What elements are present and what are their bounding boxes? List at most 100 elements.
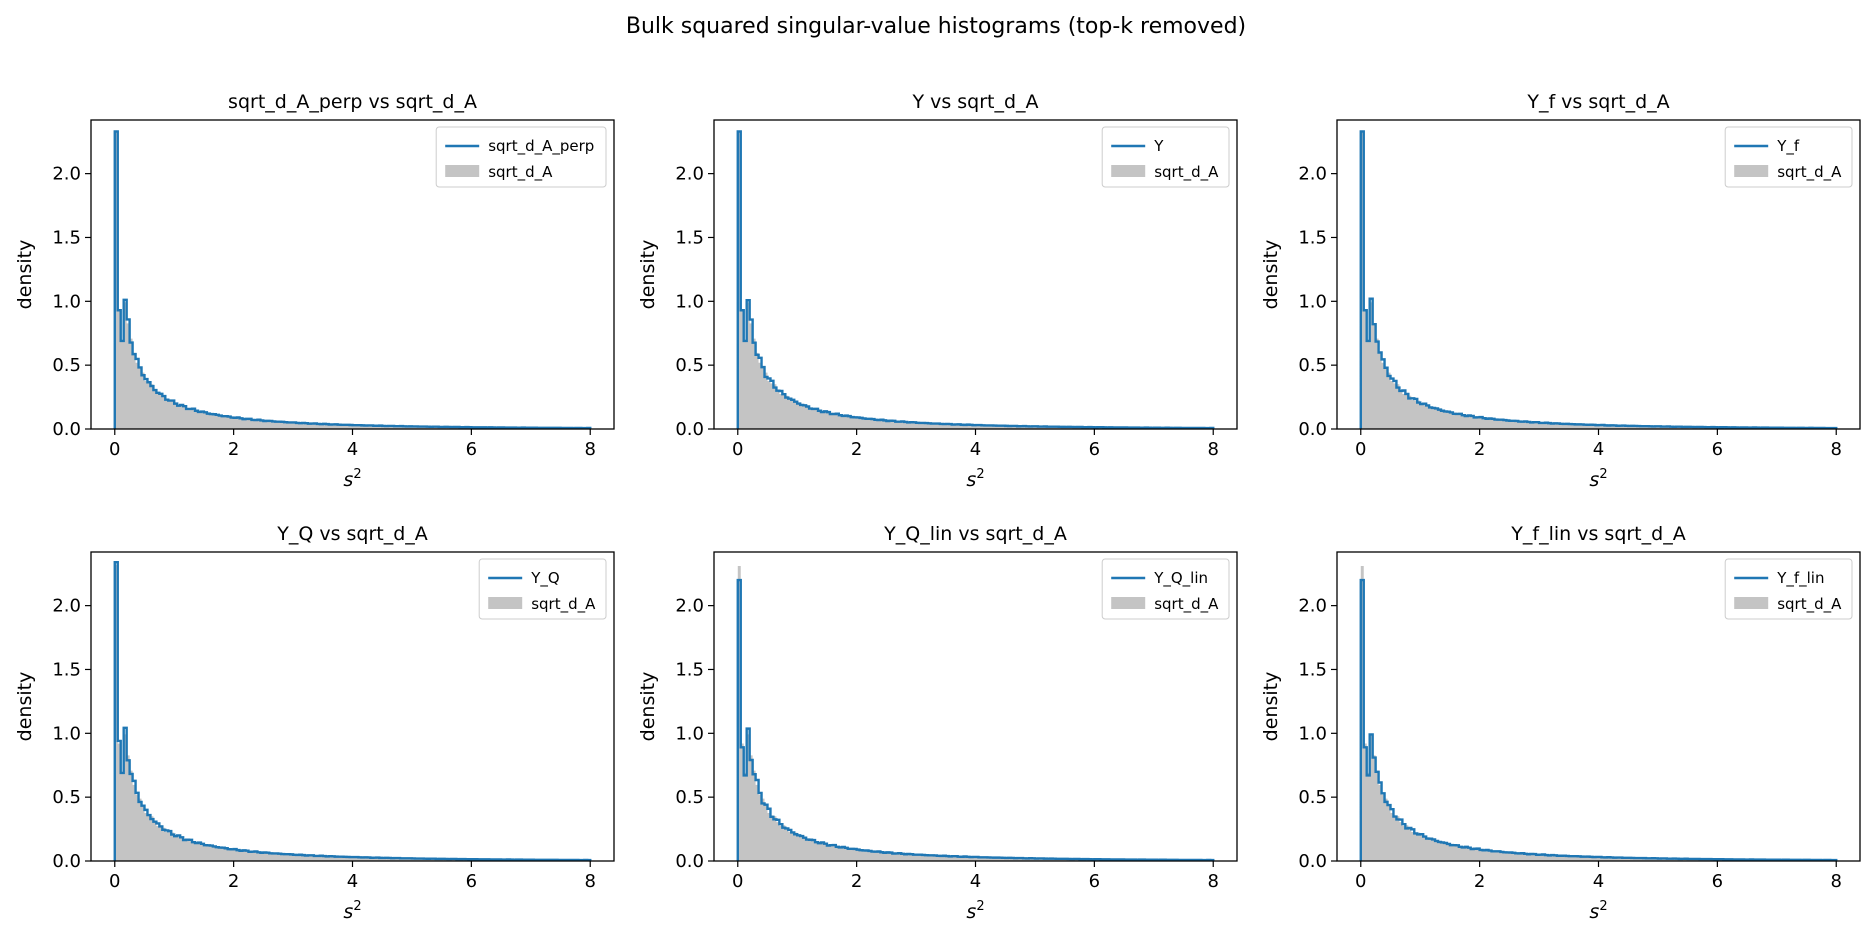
x-axis-label: s2 — [1589, 467, 1607, 491]
y-axis-label: density — [1260, 240, 1282, 310]
panel-title: Y_Q_lin vs sqrt_d_A — [883, 523, 1067, 545]
x-tick-label: 4 — [970, 439, 981, 460]
legend-label: Y — [1153, 137, 1164, 155]
y-tick-label: 0.5 — [1298, 787, 1327, 808]
y-axis-label: density — [637, 672, 659, 742]
y-tick-label: 0.0 — [675, 419, 704, 440]
legend-fill-swatch — [1111, 165, 1146, 177]
y-tick-label: 2.0 — [52, 164, 81, 185]
x-tick-label: 6 — [1712, 871, 1723, 892]
x-tick-label: 0 — [1355, 871, 1366, 892]
x-tick-label: 4 — [1593, 439, 1604, 460]
x-axis-label: s2 — [343, 899, 361, 923]
x-tick-label: 6 — [1089, 871, 1100, 892]
series-sqrt_d_A-hist — [114, 564, 591, 861]
x-tick-label: 6 — [466, 439, 477, 460]
y-tick-label: 0.5 — [1298, 355, 1327, 376]
y-tick-label: 1.5 — [1298, 659, 1327, 680]
panel-title: Y vs sqrt_d_A — [911, 91, 1038, 113]
y-tick-label: 1.0 — [1298, 723, 1327, 744]
panel-3: Y_f vs sqrt_d_A 0 2 4 6 8 0.0 0.5 1.0 1.5 2.0 s2 den… — [1260, 91, 1861, 491]
y-tick-label: 0.0 — [52, 419, 81, 440]
legend-fill-swatch — [488, 597, 523, 609]
legend-label: sqrt_d_A — [1777, 595, 1842, 614]
panel-5: Y_Q_lin vs sqrt_d_A 0 2 4 6 8 0.0 0.5 1.0 1.5 2.0 s… — [637, 523, 1238, 923]
x-tick-label: 0 — [732, 871, 743, 892]
x-tick-label: 8 — [1831, 439, 1842, 460]
y-tick-label: 0.0 — [1298, 851, 1327, 872]
y-tick-label: 1.5 — [1298, 227, 1327, 248]
panel-2: Y vs sqrt_d_A 0 2 4 6 8 0.0 0.5 1.0 1.5 2.0 s2 densi… — [637, 91, 1238, 491]
series-sqrt_d_A-hist — [737, 566, 1214, 861]
y-tick-label: 2.0 — [675, 164, 704, 185]
legend-label: sqrt_d_A — [488, 163, 553, 182]
x-tick-label: 2 — [1474, 439, 1485, 460]
legend-label: sqrt_d_A — [1154, 595, 1219, 614]
legend-label: Y_Q_lin — [1153, 569, 1208, 588]
panel-4: Y_Q vs sqrt_d_A 0 2 4 6 8 0.0 0.5 1.0 1.5 2.0 s2 den… — [14, 523, 615, 923]
y-axis-label: density — [14, 672, 36, 742]
x-tick-label: 8 — [1208, 871, 1219, 892]
legend: Y_Q sqrt_d_A — [478, 558, 607, 620]
figure-title: Bulk squared singular-value histograms (… — [626, 14, 1246, 39]
legend-label: Y_Q — [530, 569, 559, 588]
panel-1: sqrt_d_A_perp vs sqrt_d_A 0 2 4 6 8 0.0 0.5 1.0 1… — [14, 91, 615, 491]
x-tick-label: 8 — [1208, 439, 1219, 460]
x-tick-label: 4 — [970, 871, 981, 892]
y-tick-label: 0.5 — [675, 787, 704, 808]
series-Y_Q_lin-step — [736, 578, 1215, 862]
y-tick-label: 1.5 — [675, 659, 704, 680]
x-tick-label: 6 — [1712, 439, 1723, 460]
legend-label: Y_f_lin — [1776, 569, 1824, 588]
x-axis-label: s2 — [343, 467, 361, 491]
y-axis-label: density — [1260, 672, 1282, 742]
x-axis-label: s2 — [1589, 899, 1607, 923]
legend-label: sqrt_d_A — [531, 595, 596, 614]
legend: sqrt_d_A_perp sqrt_d_A — [435, 126, 607, 188]
y-tick-label: 1.0 — [52, 291, 81, 312]
legend-label: Y_f — [1776, 137, 1800, 156]
y-tick-label: 0.5 — [52, 355, 81, 376]
x-tick-label: 2 — [228, 439, 239, 460]
y-tick-label: 1.5 — [52, 227, 81, 248]
legend-fill-swatch — [1734, 597, 1769, 609]
y-tick-label: 1.0 — [675, 291, 704, 312]
x-tick-label: 2 — [851, 439, 862, 460]
y-tick-label: 1.0 — [675, 723, 704, 744]
legend: Y_f sqrt_d_A — [1724, 126, 1853, 188]
x-tick-label: 4 — [1593, 871, 1604, 892]
x-tick-label: 8 — [1831, 871, 1842, 892]
series-sqrt_d_A-hist — [114, 132, 591, 429]
panel-title: Y_f vs sqrt_d_A — [1526, 91, 1669, 113]
x-tick-label: 0 — [732, 439, 743, 460]
panel-6: Y_f_lin vs sqrt_d_A 0 2 4 6 8 0.0 0.5 1.0 1.5 2.0 s… — [1260, 523, 1861, 923]
series-Y-step — [736, 130, 1215, 430]
y-tick-label: 2.0 — [52, 596, 81, 617]
series-Y_Q-step — [113, 561, 592, 862]
x-tick-label: 6 — [1089, 439, 1100, 460]
x-tick-label: 0 — [109, 439, 120, 460]
x-tick-label: 4 — [347, 871, 358, 892]
panel-title: sqrt_d_A_perp vs sqrt_d_A — [228, 91, 477, 113]
x-axis-label: s2 — [966, 899, 984, 923]
legend-fill-swatch — [1111, 597, 1146, 609]
y-tick-label: 0.0 — [675, 851, 704, 872]
legend-fill-swatch — [1734, 165, 1769, 177]
legend-label: sqrt_d_A — [1777, 163, 1842, 182]
panel-title: Y_Q vs sqrt_d_A — [276, 523, 428, 545]
x-tick-label: 8 — [585, 871, 596, 892]
x-tick-label: 0 — [1355, 439, 1366, 460]
y-tick-label: 2.0 — [1298, 596, 1327, 617]
y-tick-label: 0.5 — [52, 787, 81, 808]
x-tick-label: 8 — [585, 439, 596, 460]
series-Y_f-step — [1359, 130, 1838, 430]
x-tick-label: 0 — [109, 871, 120, 892]
x-tick-label: 6 — [466, 871, 477, 892]
y-axis-label: density — [637, 240, 659, 310]
series-Y_f_lin-step — [1359, 578, 1838, 862]
y-axis-label: density — [14, 240, 36, 310]
y-tick-label: 1.0 — [52, 723, 81, 744]
x-tick-label: 4 — [347, 439, 358, 460]
y-tick-label: 0.5 — [675, 355, 704, 376]
